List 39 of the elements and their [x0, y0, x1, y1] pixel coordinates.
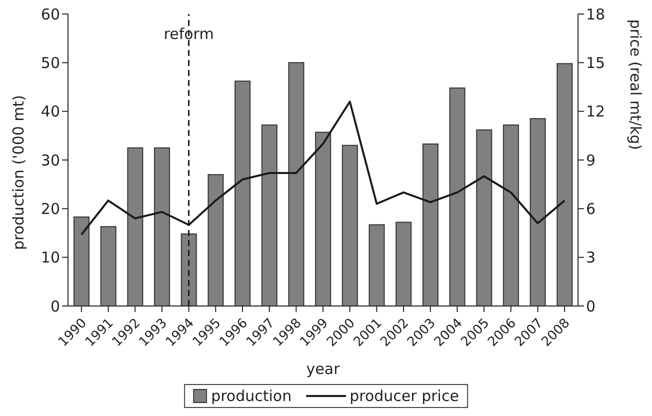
bar: [342, 144, 358, 306]
bar: [234, 80, 251, 306]
bar: [502, 124, 519, 306]
bar: [74, 216, 90, 306]
bar: [127, 147, 144, 306]
bar: [208, 174, 224, 306]
y2-tick-label: 18: [586, 5, 606, 24]
bar: [315, 132, 332, 306]
y-tick-label: 10: [40, 248, 60, 267]
y2-axis-title: price (real mt/kg): [626, 19, 645, 150]
y-tick-label: 0: [50, 297, 60, 316]
y-tick-label: 20: [40, 200, 60, 218]
y-axis-title: production ('000 mt): [9, 94, 28, 250]
y-tick-label: 50: [40, 54, 60, 72]
legend-label: production: [210, 387, 292, 405]
bar: [154, 147, 170, 306]
bar: [368, 224, 385, 306]
x-axis-title: year: [306, 360, 341, 378]
bar: [449, 87, 466, 306]
bar: [261, 124, 278, 306]
bar: [422, 143, 438, 306]
y-tick-label: 60: [40, 5, 60, 24]
y-tick-label: 30: [40, 151, 60, 170]
bar: [476, 129, 492, 306]
y-tick-label: 40: [40, 102, 60, 121]
bar: [100, 226, 116, 306]
ref-line-label: reform: [164, 25, 214, 43]
bar: [556, 63, 573, 306]
y2-tick-label: 12: [586, 102, 606, 121]
bar: [396, 222, 412, 306]
y2-tick-label: 9: [586, 151, 596, 170]
y2-tick-label: 3: [586, 248, 596, 267]
legend-label: producer price: [348, 387, 459, 405]
bar: [180, 233, 197, 306]
y2-tick-label: 6: [586, 200, 596, 218]
y2-tick-label: 0: [586, 297, 596, 316]
y2-tick-label: 15: [586, 54, 606, 72]
bar: [530, 118, 546, 306]
bar: [288, 62, 304, 306]
